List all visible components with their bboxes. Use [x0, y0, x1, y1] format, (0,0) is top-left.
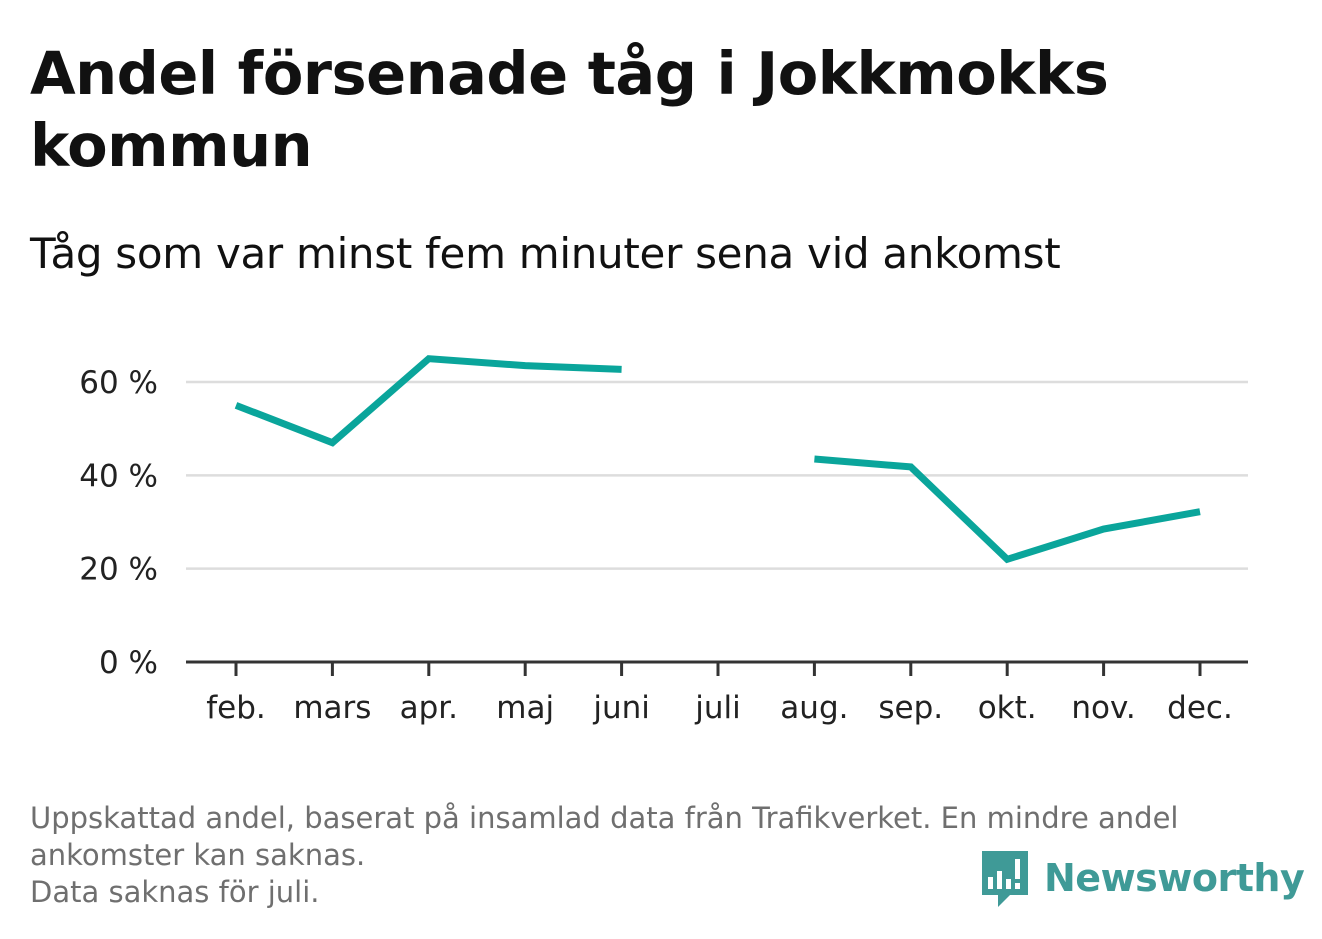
x-tick-label-8: okt.	[978, 690, 1037, 726]
y-tick-label-0: 0 %	[99, 645, 158, 681]
footnote-line-3: Data saknas för juli.	[30, 875, 320, 909]
y-tick-label-40: 40 %	[79, 458, 158, 494]
series-line-segment-1	[234, 355, 622, 447]
y-axis-labels: 0 % 20 % 40 % 60 %	[79, 365, 158, 681]
line-chart: 0 % 20 % 40 % 60 % feb. mars apr. maj juni juli a…	[79, 355, 1248, 726]
x-tick-label-0: feb.	[206, 690, 266, 726]
footnote-line-2: ankomster kan saknas.	[30, 838, 366, 872]
chart-subtitle: Tåg som var minst fem minuter sena vid a…	[30, 229, 1061, 278]
brand-name: Newsworthy	[1044, 856, 1305, 900]
x-tick-label-6: aug.	[780, 690, 848, 726]
y-tick-label-60: 60 %	[79, 365, 158, 401]
footnote-line-1: Uppskattad andel, baserat på insamlad da…	[30, 801, 1179, 835]
x-tick-label-2: apr.	[400, 690, 458, 726]
x-axis: feb. mars apr. maj juni juli aug. sep. okt. nov. d…	[186, 660, 1248, 726]
x-tick-label-5: juli	[694, 690, 741, 726]
chart-title: Andel försenade tåg i Jokkmokks kommun	[30, 39, 1109, 180]
x-tick-label-9: nov.	[1071, 690, 1135, 726]
footnote: Uppskattad andel, baserat på insamlad da…	[30, 800, 1280, 911]
grid-lines	[186, 380, 1248, 570]
newsworthy-logo-icon	[982, 851, 1028, 907]
brand-logo: Newsworthy	[978, 846, 1305, 910]
x-tick-label-7: sep.	[878, 690, 943, 726]
x-tick-label-3: maj	[496, 690, 554, 726]
series-line-segment-2	[814, 455, 1201, 564]
y-tick-label-20: 20 %	[79, 552, 158, 588]
x-tick-label-10: dec.	[1167, 690, 1233, 726]
series-lines	[234, 355, 1201, 564]
x-tick-label-4: juni	[592, 690, 650, 726]
x-tick-label-1: mars	[293, 690, 371, 726]
